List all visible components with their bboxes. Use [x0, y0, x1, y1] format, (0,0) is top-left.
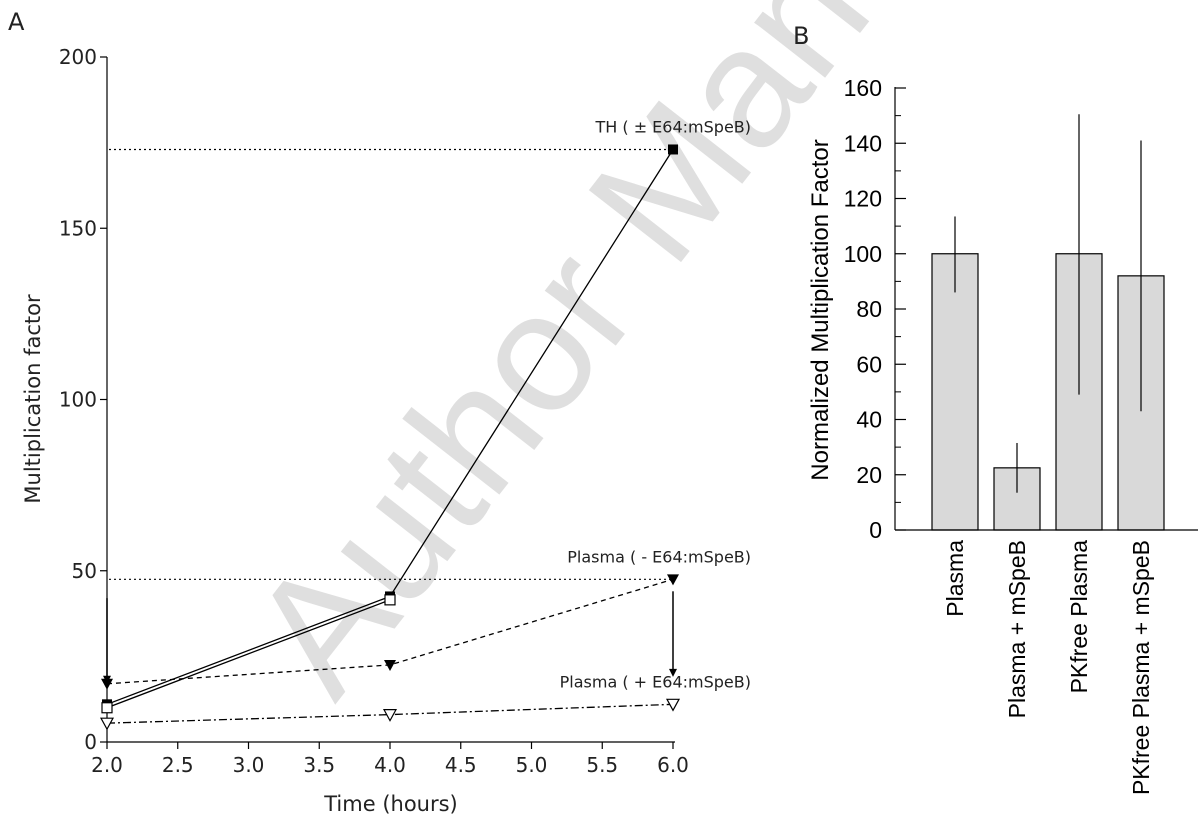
- watermark: Author Manuscript: [214, 0, 1198, 728]
- point-marker: [665, 698, 681, 712]
- y-tick-label-b: 120: [844, 186, 882, 212]
- y-axis-label-a: Multiplication factor: [21, 294, 45, 504]
- y-tick-label-a: 100: [59, 388, 97, 412]
- point-marker: [99, 717, 115, 731]
- chart-panel-b: B 0 20 40 60 80 100 120 140 160 Plasma Plasma + m…: [793, 22, 1198, 795]
- y-tick-label-b: 0: [869, 517, 882, 543]
- x-tick-label-a: 4.5: [445, 753, 477, 777]
- category-label: PKfree Plasma + mSpeB: [1128, 540, 1154, 795]
- y-tick-label-b: 40: [856, 407, 882, 433]
- y-axis-label-b: Normalized Multiplication Factor: [807, 139, 834, 480]
- bar: [931, 253, 979, 531]
- point-marker: [384, 659, 396, 671]
- y-tick-label-b: 160: [844, 75, 882, 101]
- point-marker: [667, 574, 679, 586]
- y-tick-label-a: 150: [59, 216, 97, 240]
- panel-label-b: B: [793, 22, 809, 50]
- y-tick-label-b: 140: [844, 130, 882, 156]
- category-label: PKfree Plasma: [1066, 540, 1092, 694]
- y-tick-label-b: 20: [856, 462, 882, 488]
- y-tick-label-a: 200: [59, 45, 97, 69]
- y-tick-label-b: 80: [856, 296, 882, 322]
- point-marker: [382, 708, 398, 722]
- y-tick-label-a: 50: [72, 559, 97, 583]
- panel-label-a: A: [8, 8, 25, 36]
- point-marker: [668, 144, 678, 155]
- x-tick-label-a: 3.0: [233, 753, 265, 777]
- annotation-label: Plasma ( + E64:mSpeB): [560, 672, 751, 691]
- y-tick-label-b: 100: [844, 241, 882, 267]
- annotation-label: TH ( ± E64:mSpeB): [594, 117, 751, 136]
- point-marker: [384, 594, 396, 606]
- x-tick-label-a: 5.0: [516, 753, 548, 777]
- x-tick-label-a: 5.5: [586, 753, 618, 777]
- y-tick-label-a: 0: [84, 730, 97, 754]
- x-tick-label-a: 2.5: [162, 753, 194, 777]
- x-tick-label-a: 6.0: [657, 753, 689, 777]
- annotation-label: Plasma ( - E64:mSpeB): [567, 547, 751, 566]
- x-tick-label-a: 3.5: [303, 753, 335, 777]
- category-label: Plasma + mSpeB: [1004, 540, 1030, 718]
- point-marker: [101, 702, 113, 714]
- x-tick-label-a: 2.0: [91, 753, 123, 777]
- point-marker: [101, 678, 113, 690]
- x-tick-label-a: 4.0: [374, 753, 406, 777]
- category-label: Plasma: [942, 540, 968, 617]
- arrow-head: [669, 668, 677, 677]
- chart-panel-a: A 0 50 100 150 200 2.0 2.5 3.0 3.5 4.0 4.5 5.0 5.5 6…: [8, 8, 751, 816]
- y-tick-label-b: 60: [856, 351, 882, 377]
- series-line: [106, 599, 391, 709]
- x-axis-label-a: Time (hours): [323, 792, 458, 816]
